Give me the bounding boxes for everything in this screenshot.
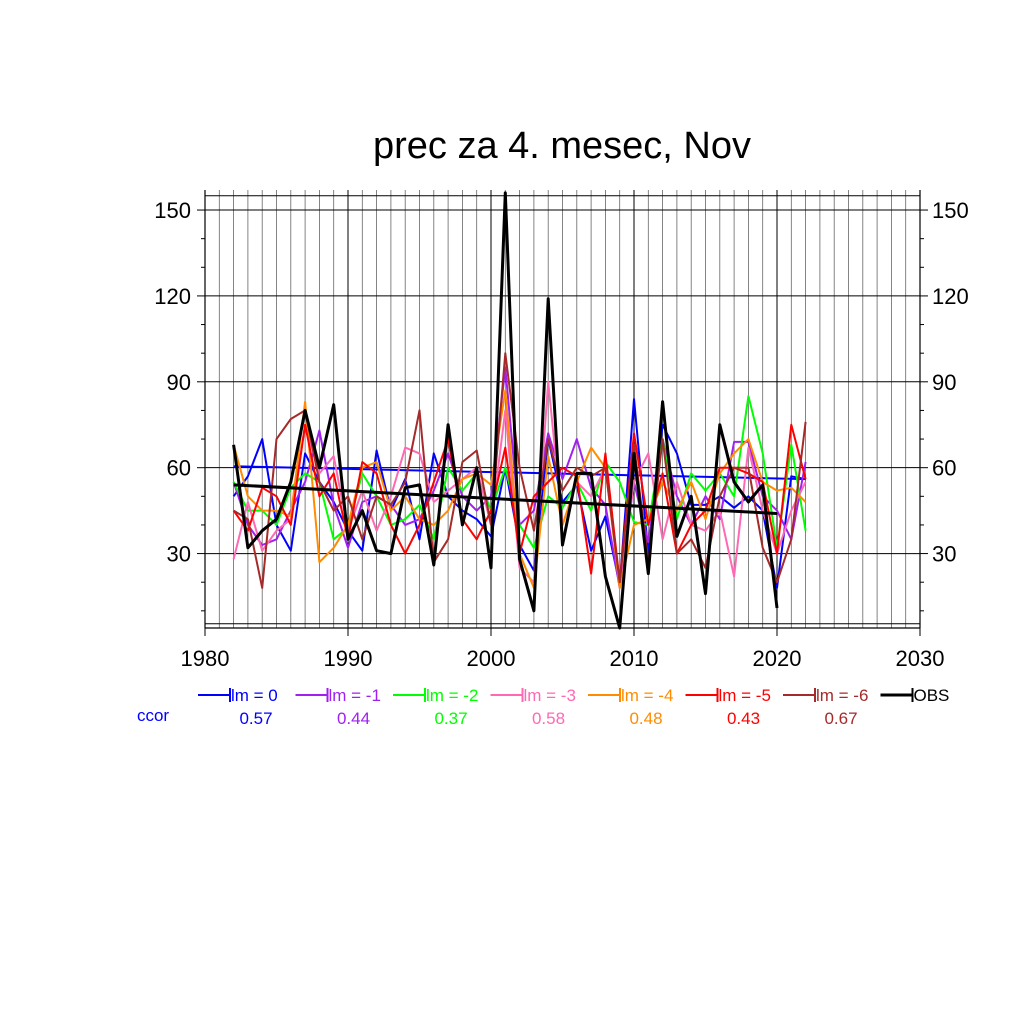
- trend-line: [233, 465, 806, 481]
- grid: [205, 190, 920, 628]
- chart-title: prec za 4. mesec, Nov: [373, 125, 751, 167]
- x-tick-label: 2030: [896, 646, 945, 671]
- x-tick-label: 1980: [181, 646, 230, 671]
- series-obs: [232, 191, 779, 630]
- legend-label: OBS: [914, 686, 950, 705]
- legend-label: lm = -4: [621, 686, 673, 705]
- legend-ccor: 0.44: [337, 709, 370, 728]
- legend: lm = 0 0.57 lm = -1 0.44 lm = -2 0.37 lm = -3 0…: [198, 686, 949, 728]
- y-tick-label-right: 60: [932, 456, 956, 481]
- legend-ccor: 0.43: [727, 709, 760, 728]
- y-tick-label: 60: [167, 456, 191, 481]
- y-tick-label-right: 90: [932, 370, 956, 395]
- legend-ccor: 0.57: [239, 709, 272, 728]
- legend-ccor: 0.48: [629, 709, 662, 728]
- y-tick-label-right: 30: [932, 542, 956, 567]
- legend-label: lm = -2: [426, 686, 478, 705]
- legend-ccor: 0.37: [434, 709, 467, 728]
- axes: 30 30 60 60 90 90 120 120 150 150 1980 1990 2000 2010…: [154, 190, 969, 671]
- y-tick-label: 90: [167, 370, 191, 395]
- legend-label: lm = -6: [816, 686, 868, 705]
- ccor-label: ccor: [137, 706, 169, 725]
- y-tick-label-right: 150: [932, 198, 969, 223]
- series: [232, 191, 807, 630]
- legend-label: lm = -3: [524, 686, 576, 705]
- y-tick-label: 120: [154, 284, 191, 309]
- y-tick-label: 150: [154, 198, 191, 223]
- x-tick-label: 1990: [324, 646, 373, 671]
- x-tick-label: 2000: [467, 646, 516, 671]
- legend-label: lm = -5: [719, 686, 771, 705]
- legend-ccor: 0.67: [824, 709, 857, 728]
- legend-ccor: 0.58: [532, 709, 565, 728]
- legend-label: lm = 0: [231, 686, 278, 705]
- trend-line: [233, 483, 778, 515]
- legend-label: lm = -1: [329, 686, 381, 705]
- x-tick-label: 2010: [610, 646, 659, 671]
- x-tick-label: 2020: [753, 646, 802, 671]
- y-tick-label: 30: [167, 542, 191, 567]
- y-tick-label-right: 120: [932, 284, 969, 309]
